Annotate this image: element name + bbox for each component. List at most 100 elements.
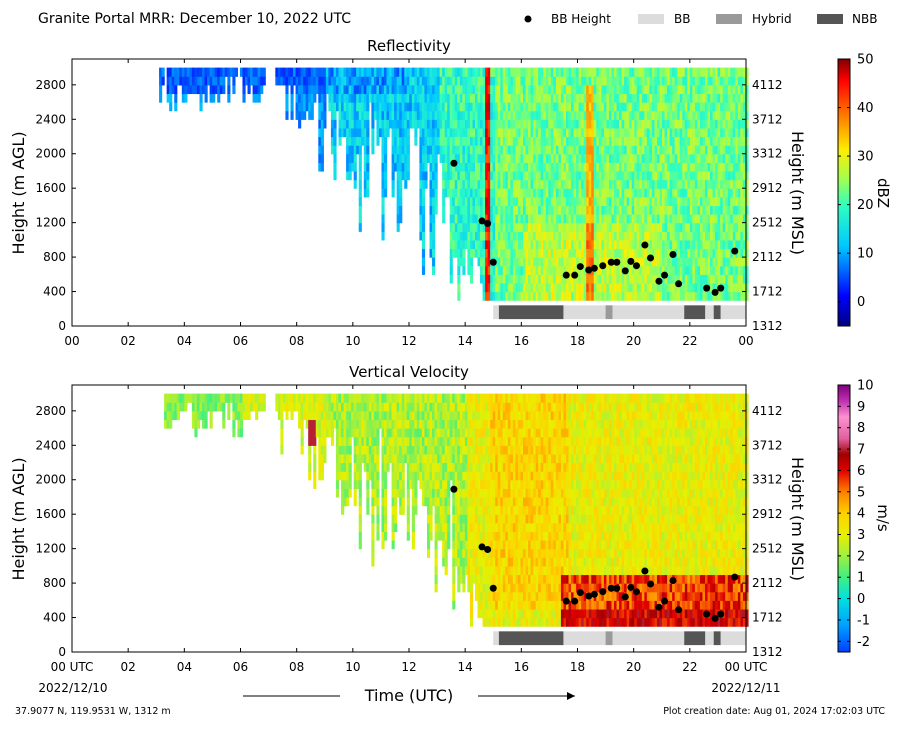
velocity-title: Vertical Velocity — [349, 363, 469, 381]
field-cell — [407, 531, 410, 540]
y-tick-label-right: 2112 — [752, 250, 783, 264]
x-tick-label: 04 — [177, 334, 192, 348]
field-cell — [333, 145, 336, 154]
field-cell — [354, 497, 357, 506]
field-cell — [435, 574, 438, 583]
field-cell — [323, 445, 326, 454]
field-cell — [371, 506, 374, 515]
field-cell — [349, 445, 352, 454]
field-cell — [376, 497, 379, 506]
bb-height-point — [484, 220, 491, 227]
field-cell — [366, 497, 369, 506]
field-cell — [384, 171, 387, 180]
field-cell — [303, 111, 306, 120]
y-tick-label-left: 400 — [43, 285, 66, 299]
field-cell — [162, 76, 165, 85]
y-tick-label-right: 2912 — [752, 181, 783, 195]
x-tick-label: 14 — [458, 334, 473, 348]
field-cell — [366, 171, 369, 180]
field-cell — [298, 119, 301, 128]
x-tick-label: 12 — [401, 334, 416, 348]
field-cell — [450, 257, 453, 266]
field-cell — [359, 506, 362, 515]
field-cell — [333, 137, 336, 146]
field-cell — [394, 514, 397, 523]
y-tick-label-right: 2512 — [752, 216, 783, 230]
field-cell — [359, 197, 362, 206]
field-cell — [260, 85, 263, 94]
field-cell — [290, 102, 293, 111]
field-cell — [333, 162, 336, 171]
y-tick-label-left: 2800 — [35, 78, 66, 92]
field-cell — [384, 162, 387, 171]
field-cell — [366, 119, 369, 128]
field-cell — [371, 128, 374, 137]
field-cell — [308, 454, 311, 463]
field-cell — [321, 162, 324, 171]
field-cell — [371, 119, 374, 128]
field-cell — [263, 68, 266, 77]
field-cell — [435, 540, 438, 549]
bb-segment-nbb — [714, 305, 721, 319]
bb-height-point — [655, 278, 662, 285]
field-cell — [290, 93, 293, 102]
field-cell — [263, 394, 266, 403]
field-cell — [359, 171, 362, 180]
field-cell — [349, 463, 352, 472]
field-cell — [321, 471, 324, 480]
field-cell — [359, 540, 362, 549]
field-cell — [354, 162, 357, 171]
field-cell — [333, 111, 336, 120]
field-cell — [384, 137, 387, 146]
field-cell — [452, 566, 455, 575]
field-cell — [399, 180, 402, 189]
field-cell — [414, 506, 417, 515]
bb-height-point — [669, 251, 676, 258]
field-cell — [457, 283, 460, 292]
field-cell — [381, 540, 384, 549]
field-cell — [392, 188, 395, 197]
field-cell — [452, 600, 455, 609]
bb-height-point — [731, 248, 738, 255]
field-cell — [222, 76, 225, 85]
field-cell — [222, 402, 225, 411]
field-cell — [430, 514, 433, 523]
field-cell — [371, 523, 374, 532]
field-cell — [240, 419, 243, 428]
x-tick-label: 10 — [345, 334, 360, 348]
field-cell — [442, 205, 445, 214]
x-tick-label: 02 — [121, 334, 136, 348]
field-cell — [407, 128, 410, 137]
field-cell — [205, 85, 208, 94]
field-cell — [359, 497, 362, 506]
field-cell — [450, 266, 453, 275]
field-cell — [313, 93, 316, 102]
legend-item-bb-height: BB Height — [525, 12, 612, 26]
bb-height-point — [661, 272, 668, 279]
field-cell — [407, 488, 410, 497]
field-cell — [376, 480, 379, 489]
bb-height-point — [571, 272, 578, 279]
field-cell — [381, 205, 384, 214]
field-cell — [412, 523, 415, 532]
field-cell — [217, 93, 220, 102]
field-cell — [359, 471, 362, 480]
bb-segment-nbb — [499, 305, 564, 319]
field-cell — [359, 205, 362, 214]
bb-height-point — [563, 272, 570, 279]
field-cell — [339, 137, 342, 146]
figure-title: Granite Portal MRR: December 10, 2022 UT… — [38, 11, 351, 27]
field-cell — [470, 266, 473, 275]
field-cell — [422, 214, 425, 223]
field-cell — [424, 180, 427, 189]
legend-item-nbb: NBB — [817, 12, 877, 26]
field-cell — [366, 137, 369, 146]
bb-height-point — [675, 280, 682, 287]
field-cell — [200, 102, 203, 111]
field-cell — [424, 162, 427, 171]
field-cell — [174, 102, 177, 111]
field-cell — [435, 549, 438, 558]
y-tick-label-left: 0 — [58, 319, 66, 333]
legend-dot-icon — [525, 16, 532, 23]
